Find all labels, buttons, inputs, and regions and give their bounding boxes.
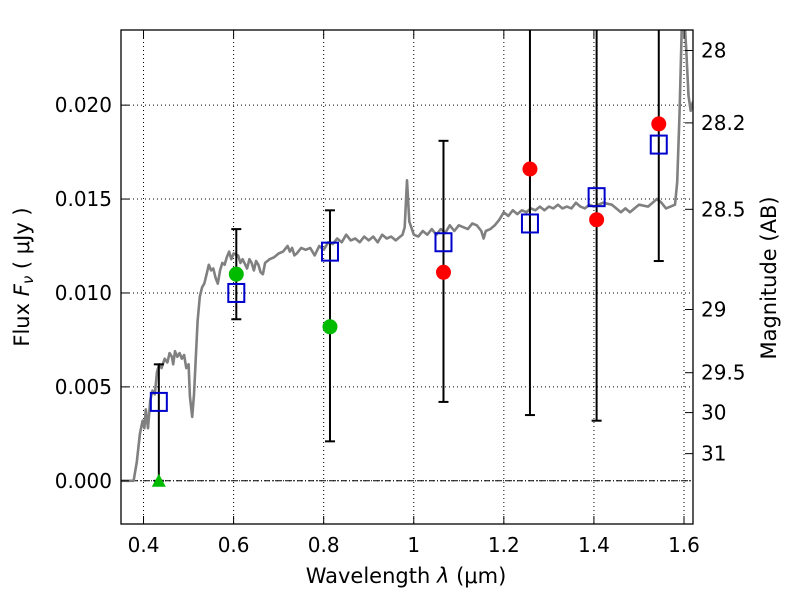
x-tick-label: 0.8 [308, 533, 340, 557]
magnitude-tick-label: 29 [701, 297, 726, 321]
photometry-point [522, 161, 538, 177]
photometry-point [435, 264, 451, 280]
y-tick-label: 0.015 [55, 187, 112, 211]
x-tick-label: 0.6 [218, 533, 250, 557]
magnitude-tick-label: 28 [701, 38, 726, 62]
plot-frame [120, 29, 694, 525]
magnitude-axis-title: Magnitude (AB) [757, 196, 781, 359]
photometry-point [589, 212, 605, 228]
x-tick-label: 1 [407, 533, 420, 557]
model-spectrum-line [121, 30, 693, 483]
y-tick-label: 0.020 [55, 93, 112, 117]
photometry-point [651, 116, 667, 132]
x-tick-label: 1.4 [578, 533, 610, 557]
model-photometry-square [320, 241, 339, 262]
y-tick-label: 0.000 [55, 469, 112, 493]
x-axis-title: Wavelength λ (μm) [306, 564, 507, 588]
magnitude-tick-label: 29.5 [701, 361, 746, 385]
upper-limit-triangle [151, 473, 166, 487]
model-photometry-square [149, 391, 168, 412]
axis-ticks: 0.4 0.6 0.8 1 1.2 1.4 1.6 0.000 0.005 0.010 0.015 0… [55, 30, 746, 557]
y-tick-label: 0.005 [55, 375, 112, 399]
model-photometry-square [587, 187, 606, 208]
photometry-point [228, 266, 244, 282]
magnitude-tick-label: 28.2 [701, 111, 746, 135]
magnitude-tick-label: 28.5 [701, 197, 746, 221]
model-photometry-square [520, 213, 539, 234]
y-axis-title: Flux Fν ( μJy ) [10, 207, 37, 346]
x-tick-label: 1.6 [668, 533, 700, 557]
model-photometry-square [434, 232, 453, 253]
x-tick-label: 1.2 [488, 533, 520, 557]
magnitude-tick-label: 31 [701, 442, 726, 466]
y-tick-label: 0.010 [55, 281, 112, 305]
x-tick-label: 0.4 [128, 533, 160, 557]
plot-area [121, 30, 693, 487]
photometry-point [322, 319, 338, 335]
magnitude-tick-label: 30 [701, 401, 726, 425]
model-photometry-square [649, 134, 668, 155]
model-photometry-square [227, 282, 246, 303]
